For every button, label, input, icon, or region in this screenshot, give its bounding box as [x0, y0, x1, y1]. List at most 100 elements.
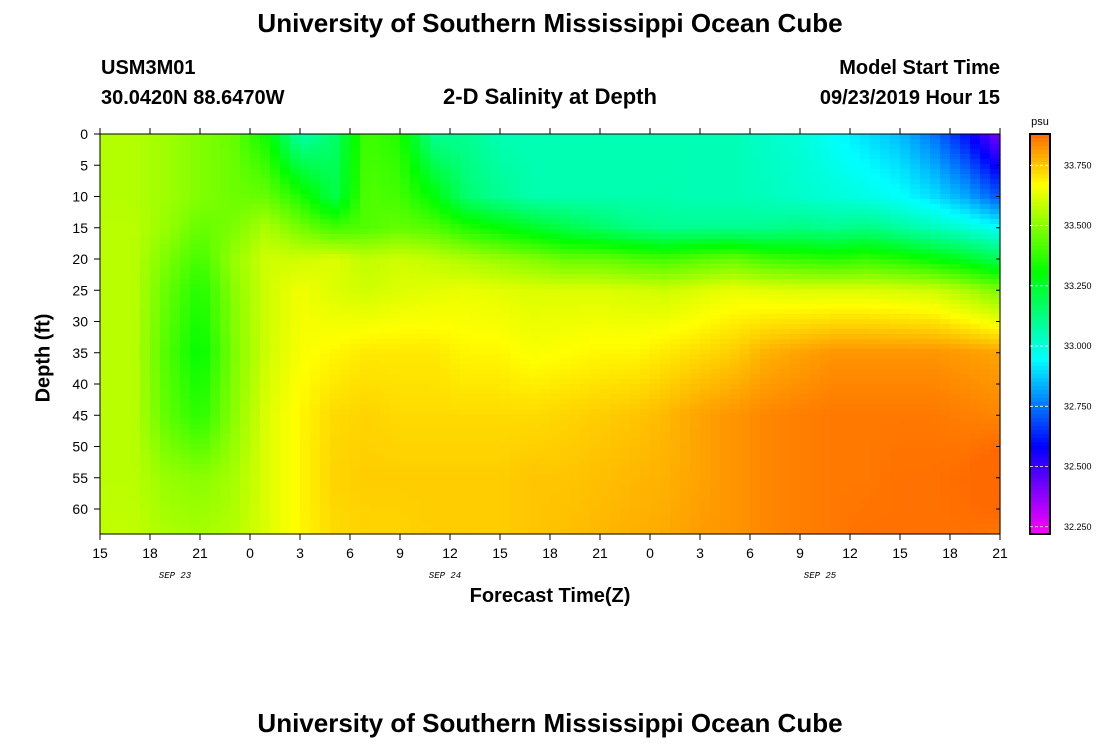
- heatmap-cell: [390, 139, 401, 145]
- heatmap-cell: [650, 384, 661, 390]
- heatmap-cell: [440, 279, 451, 285]
- heatmap-cell: [650, 219, 661, 225]
- heatmap-cell: [880, 159, 891, 165]
- heatmap-cell: [760, 339, 771, 345]
- heatmap-cell: [790, 209, 801, 215]
- heatmap-cell: [870, 139, 881, 145]
- heatmap-cell: [630, 139, 641, 145]
- heatmap-cell: [290, 339, 301, 345]
- heatmap-cell: [960, 319, 971, 325]
- heatmap-cell: [610, 329, 621, 335]
- heatmap-cell: [560, 374, 571, 380]
- heatmap-cell: [920, 214, 931, 220]
- heatmap-cell: [530, 309, 541, 315]
- heatmap-cell: [350, 289, 361, 295]
- heatmap-cell: [980, 314, 991, 320]
- heatmap-cell: [520, 199, 531, 205]
- heatmap-cell: [950, 289, 961, 295]
- heatmap-cell: [700, 154, 711, 160]
- heatmap-cell: [150, 174, 161, 180]
- heatmap-cell: [580, 289, 591, 295]
- heatmap-cell: [320, 199, 331, 205]
- heatmap-cell: [670, 379, 681, 385]
- heatmap-cell: [420, 204, 431, 210]
- heatmap-cell: [280, 259, 291, 265]
- heatmap-cell: [730, 364, 741, 370]
- heatmap-cell: [930, 274, 941, 280]
- heatmap-cell: [260, 194, 271, 200]
- heatmap-cell: [720, 379, 731, 385]
- heatmap-cell: [820, 264, 831, 270]
- heatmap-cell: [510, 179, 521, 185]
- heatmap-cell: [890, 174, 901, 180]
- heatmap-cell: [320, 149, 331, 155]
- heatmap-cell: [220, 164, 231, 170]
- heatmap-cell: [960, 139, 971, 145]
- heatmap-cell: [130, 209, 141, 215]
- heatmap-cell: [910, 349, 921, 355]
- heatmap-cell: [460, 204, 471, 210]
- heatmap-cell: [740, 249, 751, 255]
- heatmap-cell: [150, 219, 161, 225]
- heatmap-cell: [790, 389, 801, 395]
- heatmap-cell: [230, 279, 241, 285]
- heatmap-cell: [590, 219, 601, 225]
- heatmap-cell: [350, 384, 361, 390]
- heatmap-cell: [760, 199, 771, 205]
- heatmap-cell: [950, 319, 961, 325]
- heatmap-cell: [920, 309, 931, 315]
- heatmap-cell: [840, 199, 851, 205]
- heatmap-cell: [580, 149, 591, 155]
- heatmap-cell: [910, 214, 921, 220]
- heatmap-cell: [570, 154, 581, 160]
- heatmap-cell: [710, 314, 721, 320]
- heatmap-cell: [190, 319, 201, 325]
- heatmap-cell: [940, 299, 951, 305]
- heatmap-cell: [220, 174, 231, 180]
- heatmap-cell: [320, 244, 331, 250]
- heatmap-cell: [310, 389, 321, 395]
- heatmap-cell: [630, 369, 641, 375]
- heatmap-cell: [340, 194, 351, 200]
- heatmap-cell: [230, 304, 241, 310]
- heatmap-cell: [560, 399, 571, 405]
- heatmap-cell: [240, 144, 251, 150]
- heatmap-cell: [360, 404, 371, 410]
- heatmap-cell: [980, 339, 991, 345]
- heatmap-cell: [240, 249, 251, 255]
- heatmap-cell: [400, 234, 411, 240]
- heatmap-cell: [340, 169, 351, 175]
- heatmap-cell: [380, 394, 391, 400]
- heatmap-cell: [870, 229, 881, 235]
- heatmap-cell: [930, 339, 941, 345]
- heatmap-cell: [200, 189, 211, 195]
- heatmap-cell: [490, 194, 501, 200]
- heatmap-cell: [920, 354, 931, 360]
- heatmap-cell: [980, 229, 991, 235]
- heatmap-cell: [800, 169, 811, 175]
- heatmap-cell: [870, 289, 881, 295]
- heatmap-cell: [280, 274, 291, 280]
- heatmap-cell: [700, 264, 711, 270]
- heatmap-cell: [230, 319, 241, 325]
- heatmap-cell: [520, 334, 531, 340]
- heatmap-cell: [540, 179, 551, 185]
- heatmap-cell: [380, 234, 391, 240]
- heatmap-cell: [780, 319, 791, 325]
- heatmap-cell: [110, 399, 121, 405]
- heatmap-cell: [950, 169, 961, 175]
- heatmap-cell: [630, 354, 641, 360]
- heatmap-cell: [180, 344, 191, 350]
- heatmap-cell: [930, 219, 941, 225]
- heatmap-cell: [320, 144, 331, 150]
- heatmap-cell: [590, 404, 601, 410]
- heatmap-cell: [330, 239, 341, 245]
- heatmap-cell: [270, 224, 281, 230]
- heatmap-cell: [240, 164, 251, 170]
- heatmap-cell: [930, 309, 941, 315]
- heatmap-cell: [480, 349, 491, 355]
- heatmap-cell: [680, 269, 691, 275]
- heatmap-cell: [510, 164, 521, 170]
- heatmap-cell: [490, 209, 501, 215]
- heatmap-cell: [970, 359, 981, 365]
